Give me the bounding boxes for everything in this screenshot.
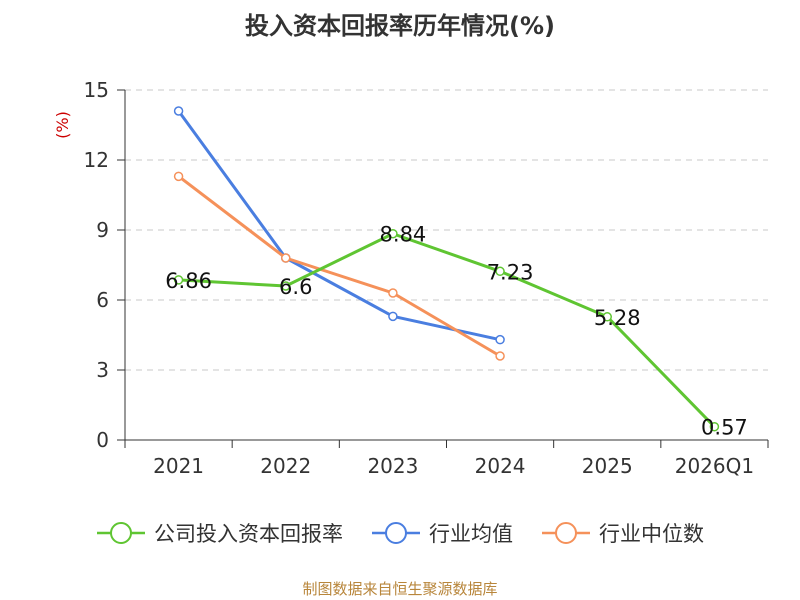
- y-tick-label: 12: [84, 148, 109, 172]
- data-label-layer: 6.86 6.6 8.84 7.23 5.28 0.57: [165, 223, 748, 440]
- data-label: 6.86: [165, 269, 212, 293]
- series-line: [178, 232, 716, 428]
- legend-label: 行业中位数: [599, 522, 704, 546]
- data-point: [173, 275, 184, 285]
- x-tick-label: 2022: [260, 454, 311, 478]
- x-tick-label: 2023: [367, 454, 418, 478]
- legend-marker-icon: [372, 522, 420, 544]
- x-tick-label: 2025: [582, 454, 633, 478]
- data-point: [602, 312, 612, 322]
- y-tick-label: 6: [96, 288, 109, 312]
- y-axis-label: (%): [53, 111, 72, 139]
- legend-item[interactable]: 行业中位数: [541, 518, 704, 548]
- y-tick-label: 3: [96, 358, 109, 382]
- y-tick-label: 15: [84, 78, 109, 102]
- legend-label: 行业均值: [429, 522, 513, 546]
- legend-item[interactable]: 行业均值: [371, 518, 513, 548]
- data-point: [281, 281, 291, 291]
- y-tick-label: 0: [96, 428, 109, 452]
- axis-layer: 0 3 6 9 12 15 (%) 2021 2022 2023 2024 2025 2026Q1: [53, 78, 769, 478]
- data-point: [388, 228, 398, 239]
- data-label: 8.84: [380, 223, 427, 247]
- data-point: [709, 421, 720, 432]
- data-label: 0.57: [701, 416, 748, 440]
- legend-label: 公司投入资本回报率: [154, 522, 343, 546]
- data-point: [388, 288, 398, 298]
- data-point: [173, 171, 184, 182]
- data-point: [388, 311, 398, 322]
- legend: 公司投入资本回报率 行业均值 行业中位数: [0, 518, 800, 548]
- data-point: [173, 106, 184, 116]
- data-point: [495, 351, 505, 361]
- data-point: [495, 266, 505, 277]
- chart-title: 投入资本回报率历年情况(%): [245, 12, 555, 40]
- series-line: [177, 175, 501, 358]
- data-label: 5.28: [594, 306, 641, 330]
- source-note: 制图数据来自恒生聚源数据库: [302, 580, 498, 598]
- series-line: [177, 110, 501, 342]
- data-point: [281, 253, 291, 263]
- grid-layer: [125, 89, 768, 371]
- x-tick-label: 2021: [153, 454, 204, 478]
- legend-marker-icon: [542, 522, 590, 544]
- data-point: [495, 334, 505, 345]
- series-layer: [173, 106, 720, 432]
- x-tick-label: 2026Q1: [675, 454, 754, 478]
- x-tick-label: 2024: [475, 454, 526, 478]
- legend-item[interactable]: 公司投入资本回报率: [96, 518, 343, 548]
- data-label: 6.6: [279, 275, 312, 299]
- legend-marker-icon: [97, 522, 145, 544]
- data-label: 7.23: [487, 260, 534, 284]
- y-tick-label: 9: [96, 218, 109, 242]
